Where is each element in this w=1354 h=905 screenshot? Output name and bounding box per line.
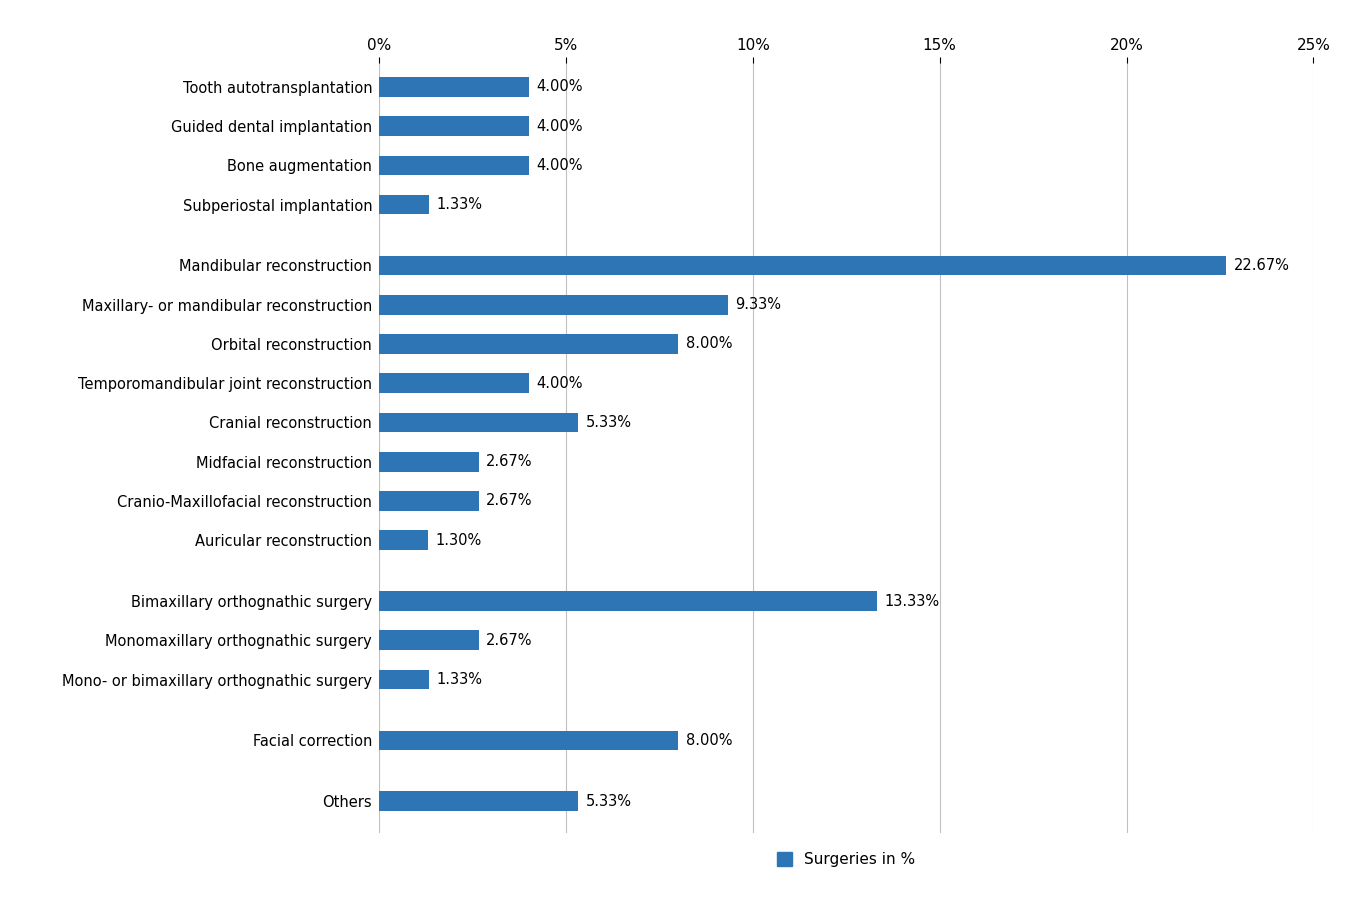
Bar <box>379 452 479 472</box>
Text: 2.67%: 2.67% <box>486 633 533 648</box>
Bar <box>379 117 528 136</box>
Text: 13.33%: 13.33% <box>884 594 940 608</box>
Bar <box>379 295 728 315</box>
Text: 2.67%: 2.67% <box>486 493 533 509</box>
Text: 9.33%: 9.33% <box>735 297 781 312</box>
Bar <box>379 670 429 690</box>
Text: 1.33%: 1.33% <box>436 197 482 212</box>
Bar <box>379 730 678 750</box>
Bar <box>379 791 578 811</box>
Bar <box>379 334 678 354</box>
Bar <box>379 374 528 393</box>
Text: 22.67%: 22.67% <box>1233 258 1289 273</box>
Bar <box>379 631 479 650</box>
Text: 2.67%: 2.67% <box>486 454 533 469</box>
Bar <box>379 413 578 433</box>
Text: 4.00%: 4.00% <box>536 119 582 134</box>
Text: 8.00%: 8.00% <box>685 337 733 351</box>
Text: 4.00%: 4.00% <box>536 80 582 94</box>
Bar <box>379 591 877 611</box>
Text: 1.30%: 1.30% <box>435 533 482 548</box>
Bar <box>379 77 528 97</box>
Bar <box>379 530 428 550</box>
Text: 5.33%: 5.33% <box>586 415 632 430</box>
Bar <box>379 156 528 176</box>
Text: 1.33%: 1.33% <box>436 672 482 687</box>
Bar <box>379 255 1227 275</box>
Text: 5.33%: 5.33% <box>586 794 632 809</box>
Legend: Surgeries in %: Surgeries in % <box>777 853 915 867</box>
Bar <box>379 195 429 214</box>
Text: 4.00%: 4.00% <box>536 157 582 173</box>
Bar <box>379 491 479 510</box>
Text: 4.00%: 4.00% <box>536 376 582 391</box>
Text: 8.00%: 8.00% <box>685 733 733 748</box>
